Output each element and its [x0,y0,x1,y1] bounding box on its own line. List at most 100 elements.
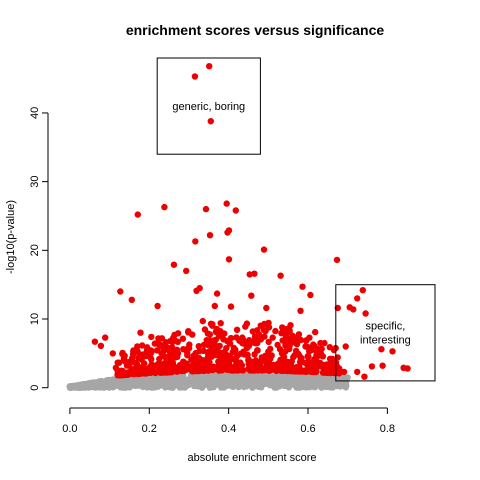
y-axis-label: -log10(p-value) [5,200,17,274]
highlighted-point [291,352,298,359]
specific-interesting-box [335,284,436,382]
highlighted-point [112,364,120,371]
highlighted-point [280,362,287,369]
highlighted-point [239,334,246,341]
background-point [185,381,192,389]
highlighted-point [284,367,291,375]
background-point [258,375,266,382]
highlighted-point [312,328,319,336]
highlighted-point [378,346,385,353]
highlighted-point [206,331,214,338]
highlighted-point [305,353,312,360]
highlighted-point [379,362,386,369]
highlighted-point [223,345,230,352]
highlighted-point [319,353,327,360]
y-tick-label: 40 [29,107,41,119]
background-point [223,371,230,378]
highlighted-point [225,256,233,263]
y-tick-label: 0 [29,385,41,391]
highlighted-point [354,295,361,302]
highlighted-point [274,366,281,373]
background-point [332,380,339,387]
highlighted-point [268,352,275,359]
highlighted-point [156,355,163,363]
highlighted-point [199,317,206,325]
background-point [255,383,262,390]
y-tick-label: 20 [29,244,41,256]
highlighted-point [212,328,220,335]
highlighted-point [243,344,251,352]
generic-boring-label: generic, boring [172,101,245,113]
generic-boring-box [156,57,261,155]
background-point [66,383,74,391]
background-point [165,383,172,390]
highlighted-point [233,352,241,360]
highlighted-point [342,343,349,350]
background-point [194,383,202,390]
highlighted-point [242,323,249,330]
highlighted-point [302,337,310,345]
highlighted-point [282,348,289,355]
highlighted-point [119,350,126,358]
highlighted-point [260,246,268,253]
background-point [151,382,159,390]
highlighted-point [137,329,144,336]
background-point [264,378,271,385]
highlighted-point [269,334,276,341]
highlighted-point [134,348,141,356]
highlighted-point [117,288,124,295]
highlighted-point [361,373,368,380]
highlighted-point [186,341,193,348]
highlighted-point [196,363,203,370]
background-point [113,379,120,387]
highlighted-point [368,363,376,370]
highlighted-point [246,271,253,278]
highlighted-point [114,359,121,366]
highlighted-point [244,351,251,358]
background-point [173,376,181,383]
highlighted-point [389,348,396,355]
highlighted-point [263,304,270,312]
x-axis: 0.0 0.2 0.4 0.6 0.8 [62,407,395,435]
highlighted-point [326,344,333,351]
highlighted-point [297,307,304,314]
background-point [235,374,242,381]
highlighted-point [240,340,247,347]
highlighted-point [206,62,213,70]
highlighted-point [251,351,258,358]
highlighted-point [171,331,178,339]
background-point [186,376,194,383]
background-point [132,382,139,390]
specific-interesting-label-line-1: specific, [366,321,406,333]
specific-interesting-label-line-2: interesting [360,335,411,347]
highlighted-point [296,352,303,359]
highlighted-point [299,283,306,290]
highlighted-point [260,326,268,334]
background-point [178,376,185,384]
y-tick-label: 10 [29,313,41,325]
background-point [193,377,200,385]
highlighted-point [217,320,224,327]
highlighted-point [161,203,168,211]
highlighted-point [193,287,200,294]
highlighted-point [279,324,286,331]
background-point [213,379,220,387]
highlighted-point [362,310,369,317]
highlighted-point [162,339,169,346]
highlighted-point [255,367,262,374]
x-tick-label: 0.2 [142,423,157,435]
highlighted-point [224,229,231,236]
highlighted-point [265,338,272,346]
background-point [270,381,277,388]
highlighted-point [260,365,268,372]
background-point [104,380,112,387]
highlighted-point [183,366,190,373]
highlighted-point [234,367,241,374]
background-point [240,375,247,383]
highlighted-point [213,290,221,297]
highlighted-point [322,368,329,375]
highlighted-point [249,358,256,366]
highlighted-point [280,353,288,361]
highlighted-point [251,270,258,277]
highlighted-point [265,324,273,331]
